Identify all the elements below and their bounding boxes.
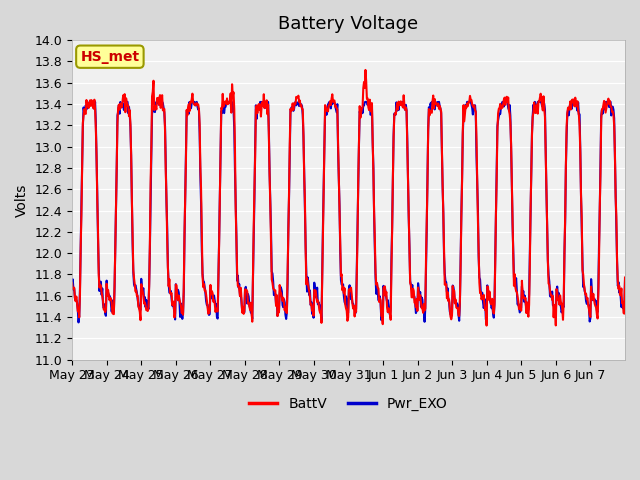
Pwr_EXO xyxy=(621,277,629,283)
Pwr_EXO xyxy=(89,99,97,105)
Legend: BattV, Pwr_EXO: BattV, Pwr_EXO xyxy=(244,391,453,417)
Line: BattV: BattV xyxy=(72,70,625,325)
BattV xyxy=(133,293,141,299)
BattV xyxy=(362,67,369,73)
BattV xyxy=(68,280,76,286)
BattV xyxy=(262,101,270,107)
Pwr_EXO xyxy=(134,302,142,308)
Pwr_EXO xyxy=(264,99,271,105)
BattV xyxy=(437,108,445,114)
BattV xyxy=(621,275,629,280)
Pwr_EXO xyxy=(407,282,415,288)
Pwr_EXO xyxy=(284,228,292,233)
Title: Battery Voltage: Battery Voltage xyxy=(278,15,419,33)
Y-axis label: Volts: Volts xyxy=(15,183,29,216)
Text: HS_met: HS_met xyxy=(81,50,140,64)
Line: Pwr_EXO: Pwr_EXO xyxy=(72,102,625,323)
BattV xyxy=(406,280,414,286)
BattV xyxy=(483,323,490,328)
BattV xyxy=(283,310,291,316)
Pwr_EXO xyxy=(236,293,244,299)
BattV xyxy=(235,283,243,288)
Pwr_EXO xyxy=(75,320,83,325)
Pwr_EXO xyxy=(438,147,445,153)
Pwr_EXO xyxy=(68,283,76,288)
